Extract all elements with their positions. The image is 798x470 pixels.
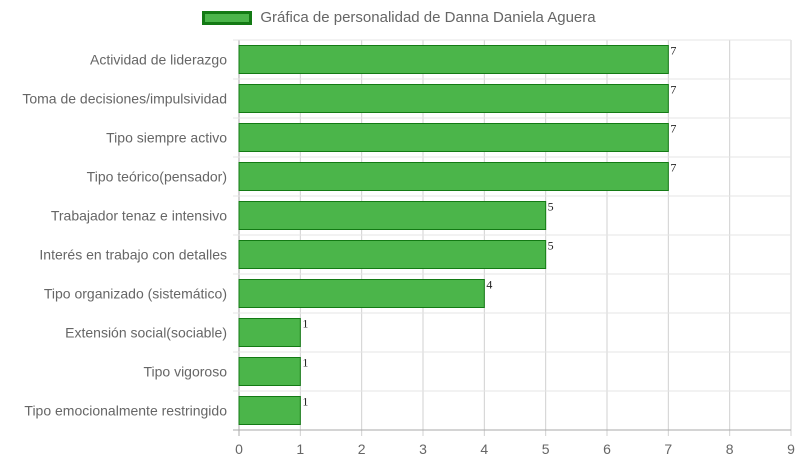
x-tick-label: 5	[542, 441, 550, 457]
bar	[238, 162, 669, 191]
category-label: Tipo emocionalmente restringido	[24, 403, 227, 419]
bar	[238, 279, 485, 308]
bar	[238, 201, 547, 230]
data-label: 5	[548, 239, 554, 253]
data-label: 1	[302, 317, 308, 331]
x-tick-label: 8	[726, 441, 734, 457]
x-tick-label: 0	[235, 441, 243, 457]
category-label: Tipo teórico(pensador)	[87, 169, 227, 185]
bar	[238, 45, 669, 74]
data-label: 5	[548, 200, 554, 214]
x-tick-label: 7	[664, 441, 672, 457]
data-label: 4	[486, 278, 492, 292]
category-label: Tipo siempre activo	[106, 130, 227, 146]
category-label: Interés en trabajo con detalles	[39, 247, 227, 263]
bar	[238, 123, 669, 152]
x-tick-label: 3	[419, 441, 427, 457]
bar	[238, 357, 301, 386]
category-label: Trabajador tenaz e intensivo	[51, 208, 227, 224]
category-label: Extensión social(sociable)	[65, 325, 227, 341]
bar	[238, 318, 301, 347]
bar	[238, 240, 547, 269]
legend-label: Gráfica de personalidad de Danna Daniela…	[260, 9, 596, 26]
x-tick-label: 2	[358, 441, 366, 457]
data-label: 7	[670, 83, 676, 97]
data-label: 7	[670, 122, 676, 136]
bar	[238, 84, 669, 113]
data-label: 7	[670, 44, 676, 58]
category-label: Tipo vigoroso	[143, 364, 227, 380]
x-tick-label: 6	[603, 441, 611, 457]
bar	[238, 396, 301, 425]
data-label: 7	[670, 161, 676, 175]
data-label: 1	[302, 356, 308, 370]
x-tick-label: 1	[296, 441, 304, 457]
legend-swatch	[202, 10, 253, 25]
category-label: Actividad de liderazgo	[90, 52, 227, 68]
x-tick-label: 4	[480, 441, 488, 457]
data-label: 1	[302, 395, 308, 409]
category-label: Toma de decisiones/impulsividad	[22, 91, 227, 107]
x-tick-label: 9	[787, 441, 795, 457]
legend[interactable]: Gráfica de personalidad de Danna Daniela…	[0, 9, 798, 26]
category-label: Tipo organizado (sistemático)	[44, 286, 227, 302]
